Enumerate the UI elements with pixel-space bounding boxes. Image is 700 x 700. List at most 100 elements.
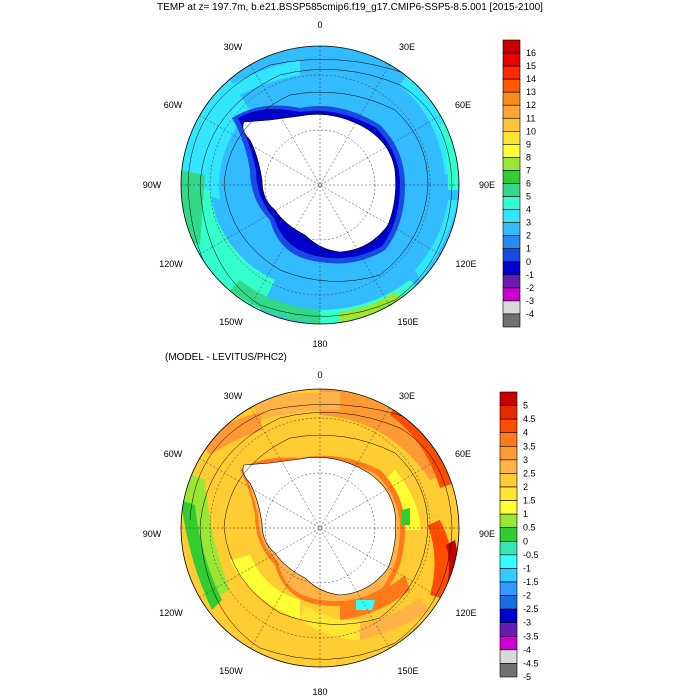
colorbar-label: 6 [526,179,531,189]
colorbar-swatch [502,157,521,171]
lon-label-60w: 60W [164,100,183,110]
lon-label-120w-lower: 120W [159,608,183,618]
colorbar-label: -1 [526,270,534,280]
colorbar-swatch [502,222,521,236]
colorbar-label: 13 [526,87,536,97]
colorbar-label: -1 [523,563,531,573]
lon-label-150e: 150E [397,317,418,327]
colorbar-label: -5 [523,672,531,682]
colorbar-swatch [502,144,521,158]
colorbar-label: 1 [523,509,528,519]
colorbar-swatch [499,432,518,447]
difference-colorbar: 5 4.5 4 3.5 3 2.5 2 1.5 1 0.5 0 -0.5 -1 -1.5 -2 -2.5 -3 -… [499,391,539,682]
colorbar-label: -0.5 [523,550,539,560]
colorbar-swatch [499,391,518,406]
lon-label-30e: 30E [399,42,415,52]
antarctica-landmass-lower [242,457,396,596]
colorbar-swatch [499,513,518,529]
colorbar-swatch [502,313,521,328]
colorbar-swatch [502,117,521,132]
colorbar-label: 12 [526,100,536,110]
colorbar-swatch [502,91,521,106]
colorbar-swatch [499,540,518,556]
colorbar-swatch [499,554,518,569]
colorbar-swatch [502,209,521,223]
lon-label-90e-lower: 90E [479,529,495,539]
colorbar-label: 3 [526,218,531,228]
colorbar-label: 7 [526,165,531,175]
colorbar-swatch [499,527,518,542]
colorbar-label: 5 [523,401,528,411]
colorbar-label: -3 [523,618,531,628]
colorbar-label: 5 [526,192,531,202]
lon-label-180-lower: 180 [312,687,327,697]
colorbar-swatch [499,663,518,678]
lon-label-60e-lower: 60E [455,449,471,459]
colorbar-label: -3 [526,296,534,306]
colorbar-swatch [502,183,521,197]
colorbar-swatch [499,568,518,583]
colorbar-swatch [502,104,521,119]
colorbar-label: 10 [526,126,536,136]
colorbar-swatch [502,235,521,250]
colorbar-label: 15 [526,61,536,71]
lon-label-150w: 150W [219,317,243,327]
colorbar-label: 0.5 [523,523,536,533]
colorbar-swatch [502,39,521,54]
colorbar-swatch [499,622,518,637]
colorbar-label: -4 [526,309,534,319]
colorbar-swatch [499,445,518,461]
lon-label-180: 180 [312,339,327,349]
model-temperature-map: 0 30E 60E 90E 120E 150E 180 150W 120W 90… [143,20,536,349]
colorbar-label: -2.5 [523,604,539,614]
lon-label-90e: 90E [479,180,495,190]
colorbar-label: -1.5 [523,577,539,587]
colorbar-swatch [502,274,521,289]
colorbar-swatch [502,78,521,93]
colorbar-swatch [502,196,521,210]
difference-panel-title: (MODEL - LEVITUS/PHC2) [165,352,287,363]
lon-label-120w: 120W [159,259,183,269]
colorbar-swatch [502,52,521,67]
colorbar-label: 8 [526,152,531,162]
colorbar-label: 3.5 [523,441,536,451]
colorbar-label: 2 [523,482,528,492]
colorbar-label: -3.5 [523,631,539,641]
colorbar-label: -2 [526,283,534,293]
colorbar-label: 11 [526,113,535,123]
colorbar-label: 0 [526,257,531,267]
colorbar-label: 14 [526,74,536,84]
colorbar-label: -2 [523,591,531,601]
colorbar-label: 4 [523,428,528,438]
colorbar-swatch [499,405,518,420]
colorbar-label: -4.5 [523,658,539,668]
colorbar-swatch [499,635,518,651]
colorbar-swatch [499,418,518,434]
colorbar-swatch [499,595,518,610]
colorbar-swatch [502,261,521,276]
colorbar-swatch [499,649,518,664]
lon-label-90w-lower: 90W [143,529,162,539]
colorbar-label: 1.5 [523,496,536,506]
lon-label-30w-lower: 30W [224,391,243,401]
colorbar-label: 3 [523,455,528,465]
colorbar-label: 2.5 [523,468,536,478]
lon-label-0-lower: 0 [317,370,322,380]
lon-label-30e-lower: 30E [399,391,415,401]
antarctica-landmass [242,114,396,253]
colorbar-swatch [502,65,521,80]
colorbar-label: 16 [526,48,536,58]
colorbar-label: 4 [526,205,531,215]
lon-label-30w: 30W [224,42,243,52]
lon-label-120e-lower: 120E [455,608,476,618]
colorbar-swatch [499,486,518,501]
lon-label-60e: 60E [455,100,471,110]
colorbar-swatch [502,287,521,302]
colorbar-swatch [499,500,518,515]
colorbar-label: 0 [523,536,528,546]
lon-label-0: 0 [317,20,322,30]
colorbar-label: 2 [526,231,531,241]
difference-longitude-labels: 0 30E 60E 90E 120E 150E 180 150W 120W 90… [143,370,495,697]
lon-label-90w: 90W [143,180,162,190]
